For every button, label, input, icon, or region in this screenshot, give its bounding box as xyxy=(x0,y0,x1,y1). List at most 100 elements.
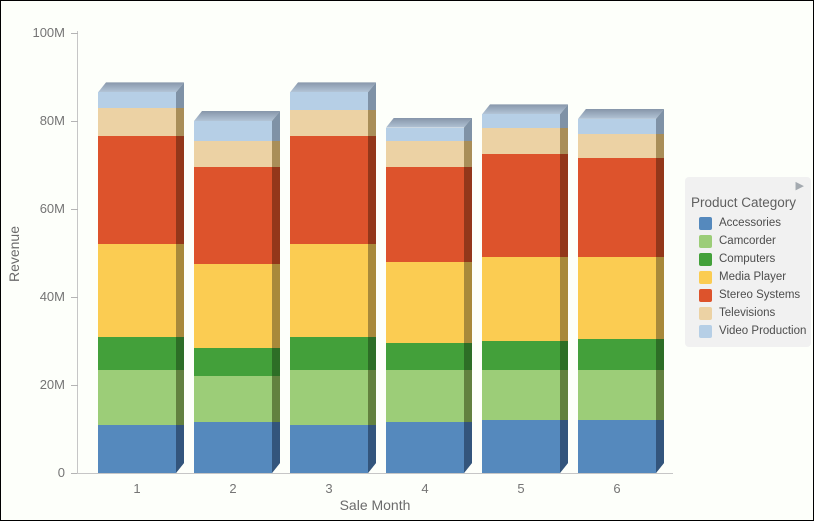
bar-side-face xyxy=(656,109,664,473)
segment-televisions[interactable] xyxy=(98,107,176,137)
segment-televisions[interactable] xyxy=(386,140,464,168)
segment-accessories[interactable] xyxy=(194,422,272,473)
segment-stereo-systems[interactable] xyxy=(386,167,464,262)
segment-media-player[interactable] xyxy=(386,261,464,344)
bar-side-stack xyxy=(560,114,568,473)
segment-side-camcorder xyxy=(368,370,376,425)
segment-accessories[interactable] xyxy=(578,420,656,473)
segment-side-computers xyxy=(272,348,280,377)
segment-camcorder[interactable] xyxy=(194,376,272,423)
bar-top-face xyxy=(98,82,184,92)
segment-televisions[interactable] xyxy=(578,134,656,159)
segment-side-video-production xyxy=(176,92,184,107)
segment-side-stereo-systems xyxy=(368,136,376,244)
segment-televisions[interactable] xyxy=(194,140,272,168)
segment-media-player[interactable] xyxy=(482,257,560,342)
bar-month-1[interactable] xyxy=(98,82,184,473)
segment-side-media-player xyxy=(464,262,472,343)
legend-swatch xyxy=(699,324,712,338)
segment-side-televisions xyxy=(368,110,376,136)
y-axis-tick xyxy=(71,121,78,122)
legend-label: Televisions xyxy=(719,307,776,319)
bar-month-6[interactable] xyxy=(578,109,664,473)
segment-stereo-systems[interactable] xyxy=(482,154,560,258)
segment-camcorder[interactable] xyxy=(290,369,368,425)
segment-camcorder[interactable] xyxy=(386,369,464,423)
legend-swatch xyxy=(699,306,712,320)
legend-swatch xyxy=(699,234,712,248)
bar-front-face xyxy=(290,92,368,473)
legend-swatch xyxy=(699,216,712,230)
segment-computers[interactable] xyxy=(98,336,176,370)
legend-expander-icon[interactable]: ▶ xyxy=(795,180,804,192)
bar-front-face xyxy=(98,92,176,473)
segment-stereo-systems[interactable] xyxy=(194,167,272,265)
segment-camcorder[interactable] xyxy=(482,369,560,421)
legend-item-televisions[interactable]: Televisions xyxy=(691,304,805,322)
legend-item-accessories[interactable]: Accessories xyxy=(691,214,805,232)
y-tick-label: 20M xyxy=(39,377,65,392)
x-tick-label: 1 xyxy=(133,481,141,496)
segment-side-accessories xyxy=(368,425,376,473)
segment-video-production[interactable] xyxy=(98,92,176,108)
segment-media-player[interactable] xyxy=(578,257,656,339)
x-tick-label: 5 xyxy=(517,481,525,496)
segment-video-production[interactable] xyxy=(482,114,560,128)
segment-side-video-production xyxy=(272,121,280,141)
bar-month-4[interactable] xyxy=(386,118,472,473)
legend-item-stereo-systems[interactable]: Stereo Systems xyxy=(691,286,805,304)
y-axis-tick xyxy=(71,209,78,210)
x-tick-label: 6 xyxy=(613,481,621,496)
segment-computers[interactable] xyxy=(482,341,560,370)
bar-month-3[interactable] xyxy=(290,82,376,473)
y-axis-tick xyxy=(71,473,78,474)
segment-video-production[interactable] xyxy=(290,92,368,111)
bar-side-stack xyxy=(368,92,376,473)
y-axis-title: Revenue xyxy=(6,225,22,283)
bar-month-2[interactable] xyxy=(194,111,280,473)
segment-side-video-production xyxy=(656,119,664,134)
segment-camcorder[interactable] xyxy=(98,369,176,425)
segment-video-production[interactable] xyxy=(578,118,656,135)
segment-stereo-systems[interactable] xyxy=(290,136,368,245)
segment-media-player[interactable] xyxy=(98,244,176,337)
segment-side-computers xyxy=(560,341,568,370)
bar-top-face xyxy=(386,118,472,128)
legend-item-computers[interactable]: Computers xyxy=(691,250,805,268)
bar-side-stack xyxy=(464,128,472,473)
segment-televisions[interactable] xyxy=(290,110,368,137)
segment-camcorder[interactable] xyxy=(578,369,656,421)
segment-computers[interactable] xyxy=(194,347,272,377)
segment-accessories[interactable] xyxy=(290,424,368,473)
segment-video-production[interactable] xyxy=(386,127,464,141)
segment-accessories[interactable] xyxy=(386,422,464,473)
segment-stereo-systems[interactable] xyxy=(98,136,176,245)
segment-side-televisions xyxy=(176,108,184,137)
segment-side-camcorder xyxy=(560,370,568,421)
legend-item-media-player[interactable]: Media Player xyxy=(691,268,805,286)
segment-computers[interactable] xyxy=(386,343,464,370)
legend-label: Camcorder xyxy=(719,235,776,247)
y-tick-label: 100M xyxy=(32,25,65,40)
segment-accessories[interactable] xyxy=(98,424,176,473)
segment-stereo-systems[interactable] xyxy=(578,158,656,258)
legend-item-video-production[interactable]: Video Production xyxy=(691,322,806,340)
y-tick-label: 80M xyxy=(39,113,65,128)
segment-side-televisions xyxy=(656,134,664,158)
bar-top-face xyxy=(194,111,280,121)
segment-video-production[interactable] xyxy=(194,121,272,141)
x-axis-line xyxy=(77,473,673,474)
segment-accessories[interactable] xyxy=(482,420,560,473)
segment-computers[interactable] xyxy=(578,338,656,370)
segment-side-media-player xyxy=(368,244,376,336)
segment-computers[interactable] xyxy=(290,336,368,370)
y-tick-label: 40M xyxy=(39,289,65,304)
segment-side-camcorder xyxy=(464,370,472,423)
bar-month-5[interactable] xyxy=(482,104,568,473)
segment-media-player[interactable] xyxy=(194,264,272,348)
segment-televisions[interactable] xyxy=(482,127,560,155)
legend-item-camcorder[interactable]: Camcorder xyxy=(691,232,805,250)
segment-media-player[interactable] xyxy=(290,244,368,337)
x-tick-label: 4 xyxy=(421,481,429,496)
